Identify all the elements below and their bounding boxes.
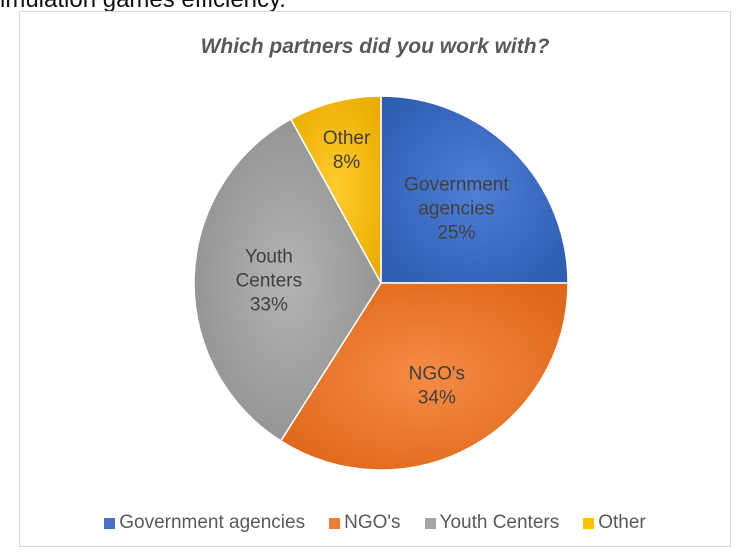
legend-label: Youth Centers — [439, 512, 560, 533]
legend-swatch — [329, 517, 341, 529]
slice-label-ngos: NGO's 34% — [409, 364, 465, 409]
slice-label-other: Other 8% — [323, 128, 371, 173]
legend-label: NGO's — [344, 512, 401, 533]
legend-item-government-agencies: Government agencies — [104, 512, 305, 534]
legend-swatch — [583, 517, 595, 529]
slice-label-government-agencies: Government agencies 25% — [404, 175, 509, 244]
pie-slice-ngos — [279, 282, 569, 471]
legend-item-other: Other — [583, 512, 646, 534]
legend-label: Government agencies — [119, 512, 306, 533]
pie-slice-government-agencies — [380, 95, 569, 284]
slice-label-youth-centers: Youth Centers 33% — [236, 246, 303, 315]
pie-chart: Government agencies 25% NGO's 34% Youth Center… — [193, 95, 569, 471]
chart-title: Which partners did you work with? — [200, 35, 550, 58]
pie-slice-youth-centers — [193, 118, 382, 442]
chart-legend: Government agencies NGO's Youth Centers Oth… — [20, 512, 730, 534]
legend-swatch — [424, 517, 436, 529]
page-header-fragment: imulation games efficiency. — [0, 0, 286, 14]
legend-swatch — [104, 517, 116, 529]
legend-item-ngos: NGO's — [329, 512, 401, 534]
legend-item-youth-centers: Youth Centers — [424, 512, 560, 534]
chart-container: Which partners did you work with? Govern… — [19, 11, 731, 547]
pie-slice-other — [289, 95, 382, 284]
legend-label: Other — [598, 512, 646, 533]
